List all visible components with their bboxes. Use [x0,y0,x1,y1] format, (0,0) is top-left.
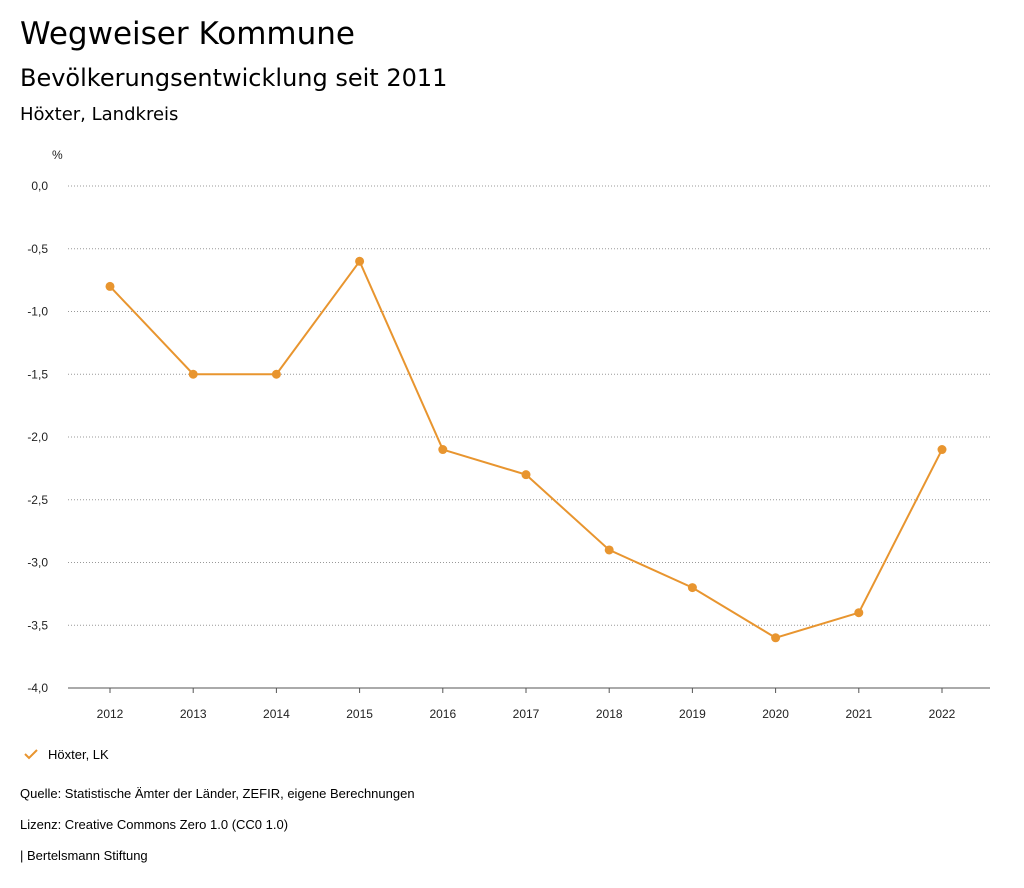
x-tick-label: 2012 [97,707,124,721]
data-point[interactable] [687,583,697,593]
y-tick-label: -3,0 [27,556,48,570]
y-tick-label: -0,5 [27,242,48,256]
data-point[interactable] [188,369,198,379]
y-tick-label: -2,0 [27,430,48,444]
y-tick-label: -4,0 [27,681,48,695]
chart-subtitle: Bevölkerungsentwicklung seit 2011 [20,64,448,92]
axes: % 0,0 -0,5 -1,0 -1,5 -2,0 -2,5 -3,0 -3,5 -4,0 2012… [27,148,990,721]
data-point[interactable] [854,608,864,618]
region-label: Höxter, Landkreis [20,104,179,125]
y-tick-label: -1,5 [27,367,48,381]
data-point[interactable] [105,281,115,291]
x-tick-label: 2014 [263,707,290,721]
data-point[interactable] [271,369,281,379]
x-tick-label: 2016 [429,707,456,721]
x-tick-label: 2021 [845,707,872,721]
data-point[interactable] [438,445,448,455]
data-point[interactable] [521,470,531,480]
x-tick-label: 2017 [513,707,540,721]
chart-title: Wegweiser Kommune [20,16,355,52]
y-tick-label: -3,5 [27,618,48,632]
y-tick-label: 0,0 [31,179,48,193]
legend-check-icon[interactable] [22,745,40,763]
series-layer [105,256,947,643]
legend[interactable]: Höxter, LK [22,745,109,763]
x-tick-label: 2022 [929,707,956,721]
legend-label: Höxter, LK [48,746,109,762]
license-note: Lizenz: Creative Commons Zero 1.0 (CC0 1… [20,817,289,832]
data-point[interactable] [604,545,614,555]
y-tick-label: -2,5 [27,493,48,507]
x-tick-label: 2013 [180,707,207,721]
x-tick-label: 2015 [346,707,373,721]
gridlines [68,185,990,689]
series-line [109,259,943,639]
x-tick-label: 2020 [762,707,789,721]
source-note: Quelle: Statistische Ämter der Länder, Z… [20,786,415,801]
data-point[interactable] [355,256,365,266]
y-tick-label: -1,0 [27,305,48,319]
x-tick-label: 2019 [679,707,706,721]
publisher-note: | Bertelsmann Stiftung [20,848,148,863]
data-point[interactable] [937,445,947,455]
y-axis-unit: % [52,148,63,162]
data-point[interactable] [771,633,781,643]
x-tick-label: 2018 [596,707,623,721]
line-chart: % 0,0 -0,5 -1,0 -1,5 -2,0 -2,5 -3,0 -3,5 -4,0 2012… [27,148,990,721]
